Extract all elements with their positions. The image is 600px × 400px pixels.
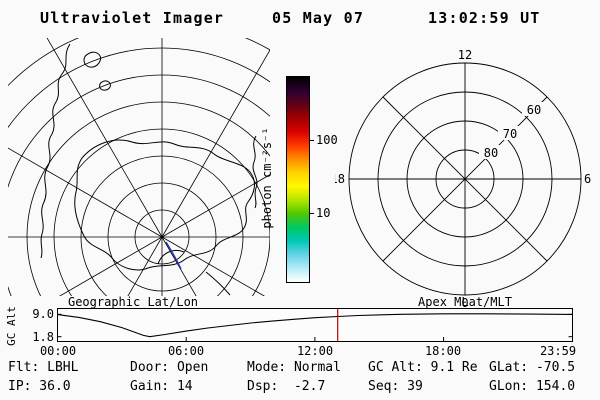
apex-dial-plot: 12 18 6 0 60 70 80 (335, 48, 591, 310)
header-date: 05 May 07 (272, 9, 365, 27)
mlt-label-12: 12 (458, 48, 472, 62)
coastlines (40, 43, 258, 296)
mlt-label-6: 6 (584, 172, 591, 186)
geo-grid (8, 38, 270, 296)
strip-xtick-2359: 23:59 (539, 344, 577, 358)
status-glon: GLon: 154.0 (489, 379, 576, 394)
mlat-label-bg (522, 102, 546, 116)
status-mode: Mode: Normal (247, 360, 341, 375)
apex-panel-label: Apex MLat/MLT (418, 295, 512, 309)
strip-ytick-top: 9.0 (32, 307, 54, 321)
strip-ylabel: GC Alt (5, 306, 18, 346)
mlat-label-bg (498, 126, 522, 140)
status-gc-alt: GC Alt: 9.1 Re (368, 360, 478, 375)
colorbar-tickmark-100 (309, 140, 314, 141)
colorbar-gradient (286, 76, 310, 283)
mlat-label-bg (479, 145, 503, 159)
gc-alt-curve (57, 313, 573, 338)
strip-xtick-1200: 12:00 (296, 344, 334, 358)
colorbar-label: photon cm⁻²s⁻¹ (260, 127, 274, 229)
geo-panel-label: Geographic Lat/Lon (67, 295, 199, 309)
mlt-label-0: 0 (461, 296, 468, 310)
gc-alt-strip-chart (57, 308, 573, 342)
strip-xtick-0000: 00:00 (39, 344, 77, 358)
mlat-label-60: 60 (527, 103, 541, 117)
strip-xtick-0600: 06:00 (167, 344, 205, 358)
satellite-track (165, 241, 182, 270)
status-ip: IP: 36.0 (8, 379, 71, 394)
colorbar-tickmark-10 (309, 213, 314, 214)
status-door: Door: Open (130, 360, 209, 375)
mlt-label-18: 18 (335, 172, 345, 186)
header-time: 13:02:59 UT (428, 9, 541, 27)
mlat-label-80: 80 (484, 146, 498, 160)
status-gain: Gain: 14 (130, 379, 193, 394)
mlat-label-70: 70 (503, 127, 517, 141)
geo-map-plot (8, 38, 270, 296)
colorbar-tick-10: 10 (316, 206, 331, 220)
status-glat: GLat: -70.5 (489, 360, 576, 375)
strip-ytick-bottom: 1.8 (32, 330, 54, 344)
colorbar-tick-100: 100 (316, 133, 338, 147)
apex-grid (348, 62, 582, 296)
status-dsp: Dsp: -2.7 (247, 379, 326, 394)
status-flt: Flt: LBHL (8, 360, 79, 375)
page-title: Ultraviolet Imager (40, 9, 225, 27)
strip-xtick-1800: 18:00 (424, 344, 462, 358)
status-seq: Seq: 39 (368, 379, 423, 394)
